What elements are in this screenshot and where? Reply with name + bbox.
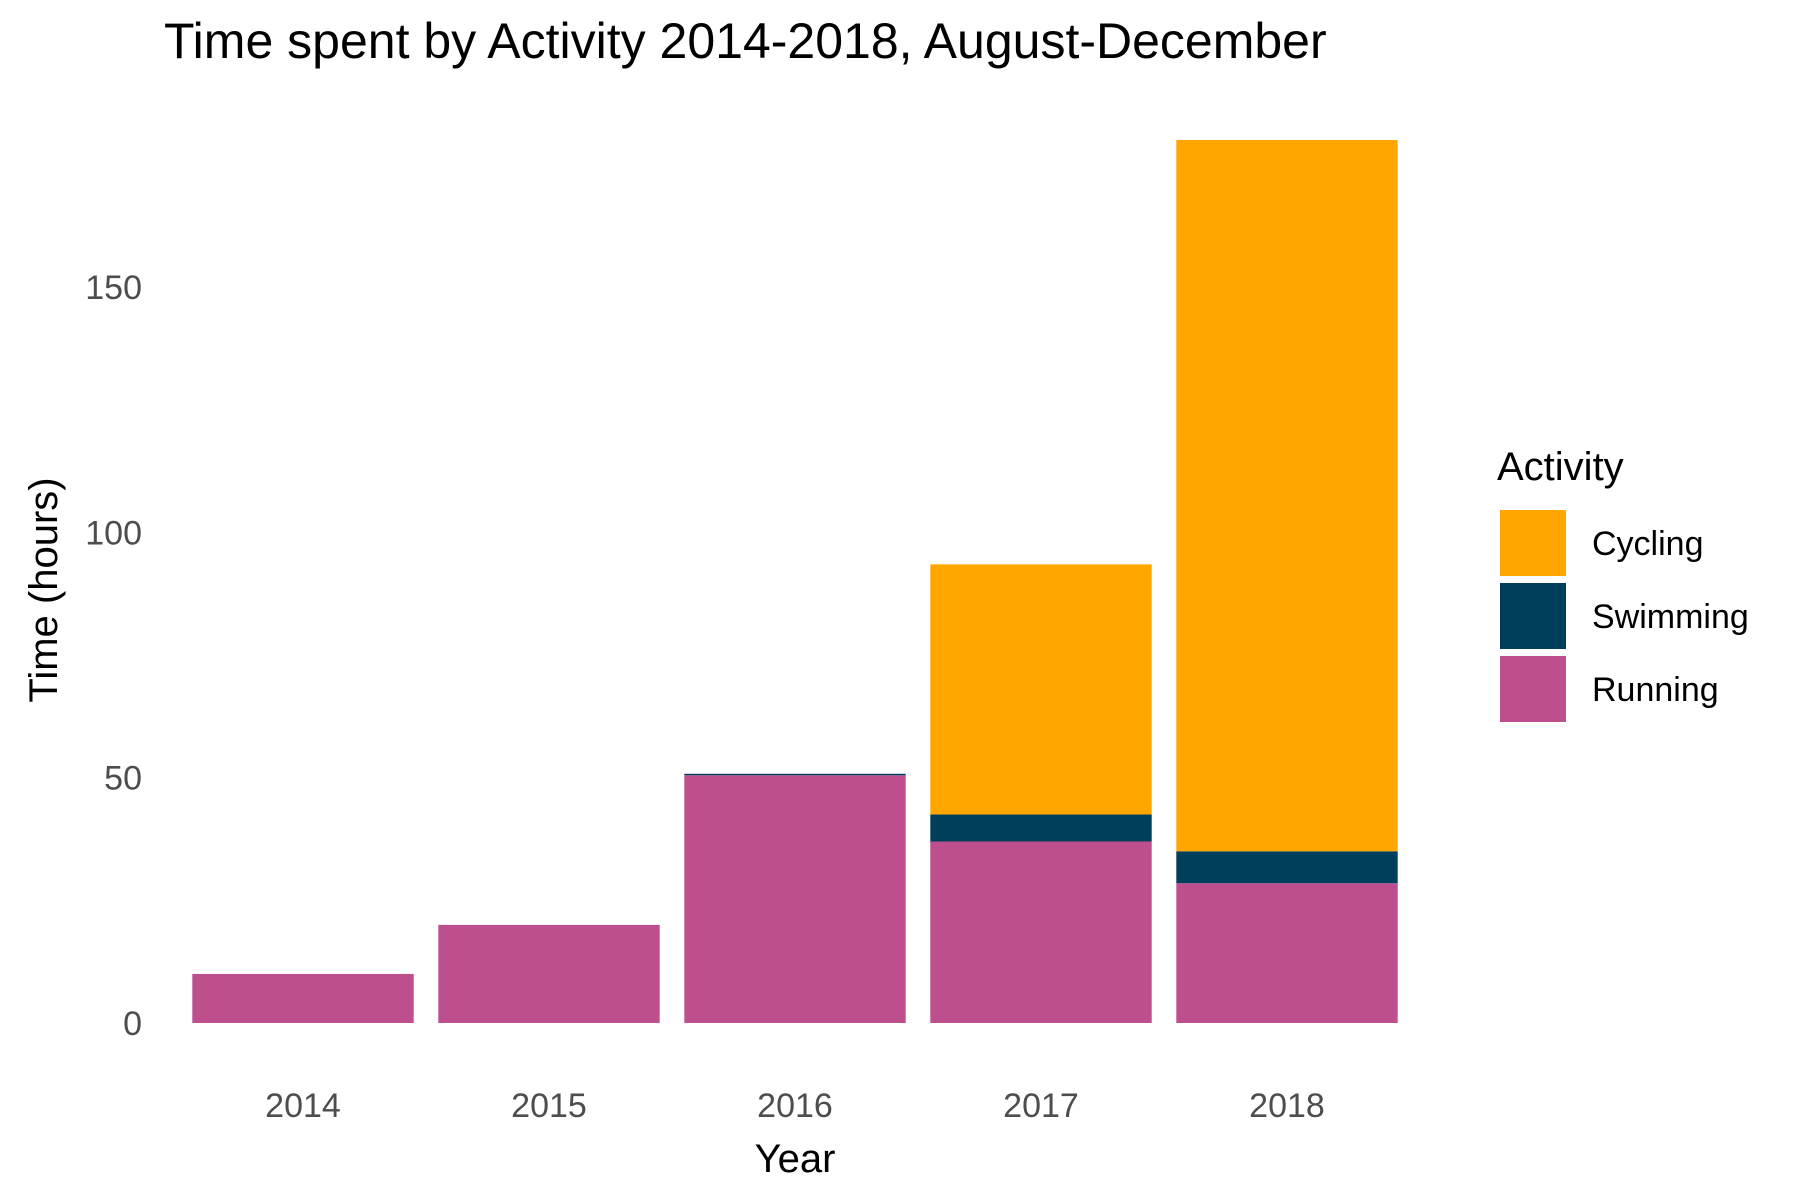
x-axis-title: Year — [755, 1137, 836, 1181]
y-tick-label: 0 — [123, 1005, 142, 1043]
legend-title: Activity — [1497, 445, 1624, 489]
bar-swimming-2017 — [930, 814, 1152, 842]
x-axis-ticks: 2014 2015 2016 2017 2018 — [265, 1087, 1325, 1125]
bar-cycling-2018 — [1176, 140, 1398, 852]
bar-running-2015 — [438, 924, 660, 1023]
x-tick-label: 2016 — [757, 1087, 833, 1125]
bar-running-2014 — [192, 973, 414, 1023]
legend-label-running: Running — [1592, 671, 1719, 709]
legend-key-swimming — [1500, 583, 1566, 649]
legend: Activity Cycling Swimming Running — [1497, 445, 1749, 722]
bar-running-2017 — [930, 841, 1152, 1023]
legend-label-cycling: Cycling — [1592, 525, 1703, 563]
y-tick-label: 100 — [85, 514, 142, 552]
y-axis-title: Time (hours) — [22, 477, 66, 702]
x-tick-label: 2017 — [1003, 1087, 1079, 1125]
legend-key-cycling — [1500, 510, 1566, 576]
legend-key-running — [1500, 656, 1566, 722]
legend-label-swimming: Swimming — [1592, 598, 1749, 636]
chart-title: Time spent by Activity 2014-2018, August… — [164, 13, 1327, 69]
y-axis-ticks: 0 50 100 150 — [85, 269, 142, 1043]
bar-running-2016 — [684, 775, 906, 1023]
x-tick-label: 2018 — [1249, 1087, 1325, 1125]
y-tick-label: 50 — [104, 760, 142, 798]
bar-swimming-2016 — [684, 773, 906, 776]
bars — [192, 140, 1398, 1023]
bar-cycling-2017 — [930, 564, 1152, 815]
x-tick-label: 2015 — [511, 1087, 587, 1125]
y-tick-label: 150 — [85, 269, 142, 307]
bar-swimming-2018 — [1176, 851, 1398, 884]
bar-running-2018 — [1176, 883, 1398, 1023]
x-tick-label: 2014 — [265, 1087, 341, 1125]
